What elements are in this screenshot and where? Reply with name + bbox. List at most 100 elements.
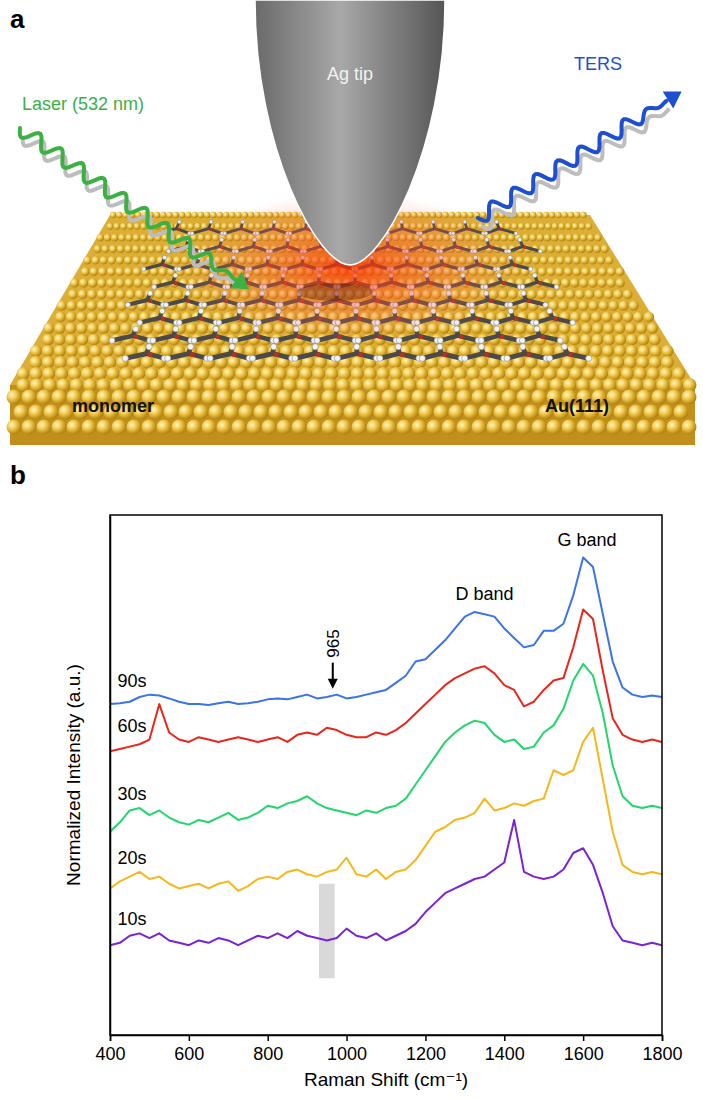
gold-atom <box>94 245 102 253</box>
gold-atom <box>555 212 561 218</box>
gold-atom <box>472 420 487 435</box>
gold-atom <box>338 367 351 380</box>
gold-atom <box>667 390 682 405</box>
gold-atom <box>184 367 197 380</box>
gold-atom <box>636 323 647 334</box>
gold-atom <box>587 234 594 241</box>
gold-atom <box>637 420 652 435</box>
gold-atom <box>68 289 78 299</box>
gold-atom <box>198 212 204 218</box>
gold-atom <box>94 367 107 380</box>
series-label: 90s <box>117 671 146 691</box>
gold-atom <box>97 234 104 241</box>
gold-atom <box>134 278 143 287</box>
gold-atom <box>647 367 660 380</box>
gold-atom <box>588 301 598 311</box>
panel-letter: a <box>10 4 25 34</box>
gold-atom <box>644 405 659 420</box>
gold-atom <box>79 278 88 287</box>
gold-atom <box>43 323 54 334</box>
gold-atom <box>601 312 612 323</box>
gold-atom <box>52 420 67 435</box>
gold-atom <box>217 420 232 435</box>
gold-atom <box>217 390 232 405</box>
molecule-atom <box>570 320 576 326</box>
gold-atom <box>292 420 307 435</box>
series-label: 10s <box>117 909 146 929</box>
x-tick-mark <box>662 1035 664 1041</box>
gold-atom <box>580 312 591 323</box>
gold-atom <box>350 378 364 392</box>
gold-atom <box>502 420 517 435</box>
gold-atom <box>269 405 284 420</box>
oxygen-atom <box>190 352 195 357</box>
gold-atom <box>307 420 322 435</box>
gold-atom <box>397 390 412 405</box>
tip-shadow <box>297 283 373 301</box>
gold-atom <box>98 323 109 334</box>
gold-atom <box>570 245 578 253</box>
gold-atom <box>141 356 154 369</box>
gold-atom <box>109 323 120 334</box>
x-tick-mark <box>110 1035 112 1041</box>
gold-atom <box>97 420 112 435</box>
gold-atom <box>125 289 135 299</box>
gold-atom <box>172 420 187 435</box>
oxygen-atom <box>500 334 505 339</box>
gold-atom <box>274 367 287 380</box>
gold-atom <box>98 267 107 276</box>
plot-area <box>110 558 662 979</box>
molecule-arm <box>538 282 557 287</box>
gold-atom <box>616 278 625 287</box>
molecule-atom <box>554 284 559 289</box>
gold-atom <box>322 390 337 405</box>
gold-atom <box>112 420 127 435</box>
panel-a: Laser (532 nm)Ag tipTERSmonomerAu(111) <box>7 0 697 445</box>
molecule-atom <box>494 326 500 332</box>
x-tick-label: 1600 <box>564 1044 604 1064</box>
gold-atom <box>90 267 99 276</box>
gold-atom <box>7 390 22 405</box>
molecule-atom <box>514 231 518 235</box>
oxygen-atom <box>484 352 489 357</box>
gold-atom <box>115 267 124 276</box>
gold-atom <box>568 301 578 311</box>
molecule-atom <box>273 338 279 344</box>
gold-atom <box>124 245 132 253</box>
gold-atom <box>42 345 54 357</box>
gold-atom <box>382 390 397 405</box>
gold-atom <box>562 420 577 435</box>
gold-atom <box>97 301 107 311</box>
gold-atom <box>142 323 153 334</box>
gold-atom <box>532 420 547 435</box>
gold-atom <box>82 420 97 435</box>
laser-beam <box>20 128 236 280</box>
molecule-atom <box>122 355 128 361</box>
x-tick-label: 400 <box>95 1044 125 1064</box>
gold-atom <box>619 301 629 311</box>
gold-atom <box>194 405 209 420</box>
gold-atom <box>150 378 164 392</box>
molecule-atom <box>532 273 537 278</box>
oxygen-atom <box>514 317 518 321</box>
x-tick: 1200 <box>406 1035 446 1064</box>
gold-atom <box>636 356 649 369</box>
illustration-label: TERS <box>574 54 622 74</box>
gold-atom <box>106 278 115 287</box>
gold-atom <box>430 378 444 392</box>
x-tick-mark <box>425 1035 427 1041</box>
gold-atom <box>166 212 172 218</box>
gold-atom <box>120 323 131 334</box>
gold-atom <box>518 223 525 230</box>
gold-atom <box>171 367 184 380</box>
gold-atom <box>116 356 129 369</box>
gold-atom <box>270 378 284 392</box>
gold-atom <box>598 267 607 276</box>
gold-atom <box>124 267 133 276</box>
gold-atom <box>637 334 649 346</box>
oxygen-atom <box>177 228 180 231</box>
gold-atom <box>548 323 559 334</box>
gold-atom <box>265 356 278 369</box>
gold-atom <box>104 234 111 241</box>
gold-atom <box>536 212 542 218</box>
